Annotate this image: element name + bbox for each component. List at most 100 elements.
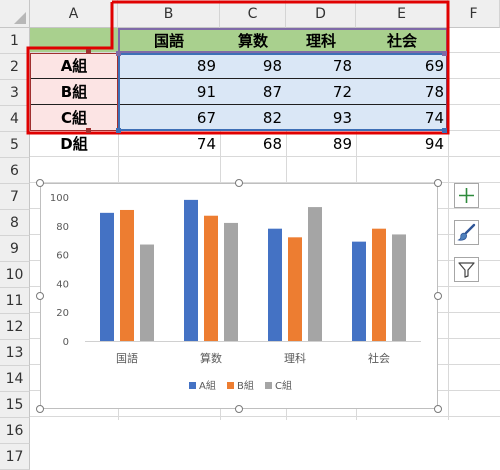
row-label: B組 xyxy=(60,83,88,101)
row-11-label: 11 xyxy=(5,292,24,309)
cell-c1[interactable]: 算数 xyxy=(220,28,286,52)
column-header-a[interactable]: A xyxy=(30,0,118,28)
cell-e5[interactable]: 94 xyxy=(356,131,448,156)
cell-c3[interactable]: 87 xyxy=(220,79,286,104)
header-sansu: 算数 xyxy=(237,31,268,50)
column-a-label: A xyxy=(68,5,79,22)
column-header-d[interactable]: D xyxy=(286,0,356,28)
cell-d5[interactable]: 89 xyxy=(286,131,356,156)
cell-c2[interactable]: 98 xyxy=(220,53,286,78)
bar-1-1[interactable] xyxy=(100,212,114,341)
row-header-7[interactable]: 7 xyxy=(0,184,30,210)
row-header-6[interactable]: 6 xyxy=(0,158,30,184)
cell-c5[interactable]: 68 xyxy=(220,131,286,156)
bar-2-2[interactable] xyxy=(204,215,218,341)
row-header-13[interactable]: 13 xyxy=(0,340,30,366)
chart-elements-button[interactable] xyxy=(454,183,479,208)
x-category-label: 国語 xyxy=(116,351,138,365)
row-header-9[interactable]: 9 xyxy=(0,236,30,262)
cell-d4[interactable]: 93 xyxy=(286,105,356,130)
chart-filters-button[interactable] xyxy=(454,257,479,282)
row-header-11[interactable]: 11 xyxy=(0,288,30,314)
cell-d2[interactable]: 78 xyxy=(286,53,356,78)
bar-2-4[interactable] xyxy=(372,228,386,341)
cell-b3[interactable]: 91 xyxy=(118,79,220,104)
resize-handle-top[interactable] xyxy=(235,179,243,187)
cell-c4[interactable]: 82 xyxy=(220,105,286,130)
row-header-14[interactable]: 14 xyxy=(0,366,30,392)
row-header-8[interactable]: 8 xyxy=(0,210,30,236)
row-7-label: 7 xyxy=(10,188,19,205)
cell-d1[interactable]: 理科 xyxy=(286,28,356,52)
row-header-12[interactable]: 12 xyxy=(0,314,30,340)
legend-label-2: B組 xyxy=(237,379,254,392)
cell-b1[interactable]: 国語 xyxy=(118,28,220,52)
x-category-label: 理科 xyxy=(284,351,306,365)
row-header-10[interactable]: 10 xyxy=(0,262,30,288)
cell-a2[interactable]: A組 xyxy=(30,53,118,78)
cell-e1[interactable]: 社会 xyxy=(356,28,448,52)
bar-1-4[interactable] xyxy=(352,241,366,341)
cell-a4[interactable]: C組 xyxy=(30,105,118,130)
cell-b4[interactable]: 67 xyxy=(118,105,220,130)
row-header-17[interactable]: 17 xyxy=(0,444,30,470)
cell-a5[interactable]: D組 xyxy=(30,131,118,156)
cell-b2[interactable]: 89 xyxy=(118,53,220,78)
resize-handle-bottom-right[interactable] xyxy=(434,405,442,413)
cell-e4[interactable]: 74 xyxy=(356,105,448,130)
cell-value: 69 xyxy=(424,56,444,75)
y-tick-label: 80 xyxy=(56,222,69,233)
cell-e2[interactable]: 69 xyxy=(356,53,448,78)
bar-3-2[interactable] xyxy=(224,222,238,341)
resize-handle-left[interactable] xyxy=(36,292,44,300)
cell-value: 91 xyxy=(196,82,216,101)
bar-3-4[interactable] xyxy=(392,234,406,341)
y-tick-label: 20 xyxy=(56,308,69,319)
row-header-15[interactable]: 15 xyxy=(0,392,30,418)
cell-value: 94 xyxy=(424,134,444,153)
row-header-3[interactable]: 3 xyxy=(0,80,30,106)
header-kokugo: 国語 xyxy=(153,31,184,50)
bar-1-2[interactable] xyxy=(184,199,198,341)
bar-2-1[interactable] xyxy=(120,209,134,341)
worksheet-grid[interactable]: 国語 算数 理科 社会 A組 89 98 78 69 B組 91 87 72 78 C組 67 82 93… xyxy=(26,0,500,420)
bar-3-3[interactable] xyxy=(308,207,322,341)
legend-swatch-2 xyxy=(227,382,234,389)
row-13-label: 13 xyxy=(5,344,24,361)
row-9-label: 9 xyxy=(10,240,19,257)
column-c-label: C xyxy=(247,5,258,22)
bar-3-1[interactable] xyxy=(140,244,154,341)
cell-a3[interactable]: B組 xyxy=(30,79,118,104)
legend-swatch-1 xyxy=(189,382,196,389)
resize-handle-top-right[interactable] xyxy=(434,179,442,187)
resize-handle-bottom[interactable] xyxy=(235,405,243,413)
resize-handle-right[interactable] xyxy=(434,292,442,300)
bar-2-3[interactable] xyxy=(288,237,302,341)
column-header-b[interactable]: B xyxy=(118,0,220,28)
select-all-corner[interactable] xyxy=(0,0,30,28)
chart-area[interactable]: 0 20 40 60 80 100 国語 算数 理科 社会 A組 B組 C組 xyxy=(40,183,438,409)
cell-b5[interactable]: 74 xyxy=(118,131,220,156)
resize-handle-top-left[interactable] xyxy=(36,179,44,187)
resize-handle-bottom-left[interactable] xyxy=(36,405,44,413)
cell-e3[interactable]: 78 xyxy=(356,79,448,104)
column-header-f[interactable]: F xyxy=(448,0,500,28)
row-header-5[interactable]: 5 xyxy=(0,132,30,158)
row-17-label: 17 xyxy=(5,448,24,465)
cell-value: 74 xyxy=(196,134,216,153)
row-header-16[interactable]: 16 xyxy=(0,418,30,444)
row-header-1[interactable]: 1 xyxy=(0,28,30,54)
cell-d3[interactable]: 72 xyxy=(286,79,356,104)
y-tick-label: 0 xyxy=(63,337,69,348)
column-header-c[interactable]: C xyxy=(220,0,286,28)
cell-value: 74 xyxy=(424,108,444,127)
header-shakai: 社会 xyxy=(386,31,417,50)
column-f-label: F xyxy=(469,5,478,22)
cell-value: 89 xyxy=(332,134,352,153)
column-b-label: B xyxy=(163,5,174,22)
bar-1-3[interactable] xyxy=(268,228,282,341)
chart-styles-button[interactable] xyxy=(454,220,479,245)
funnel-icon xyxy=(458,262,475,278)
row-1-label: 1 xyxy=(10,32,19,49)
label-range-highlight xyxy=(30,53,118,131)
